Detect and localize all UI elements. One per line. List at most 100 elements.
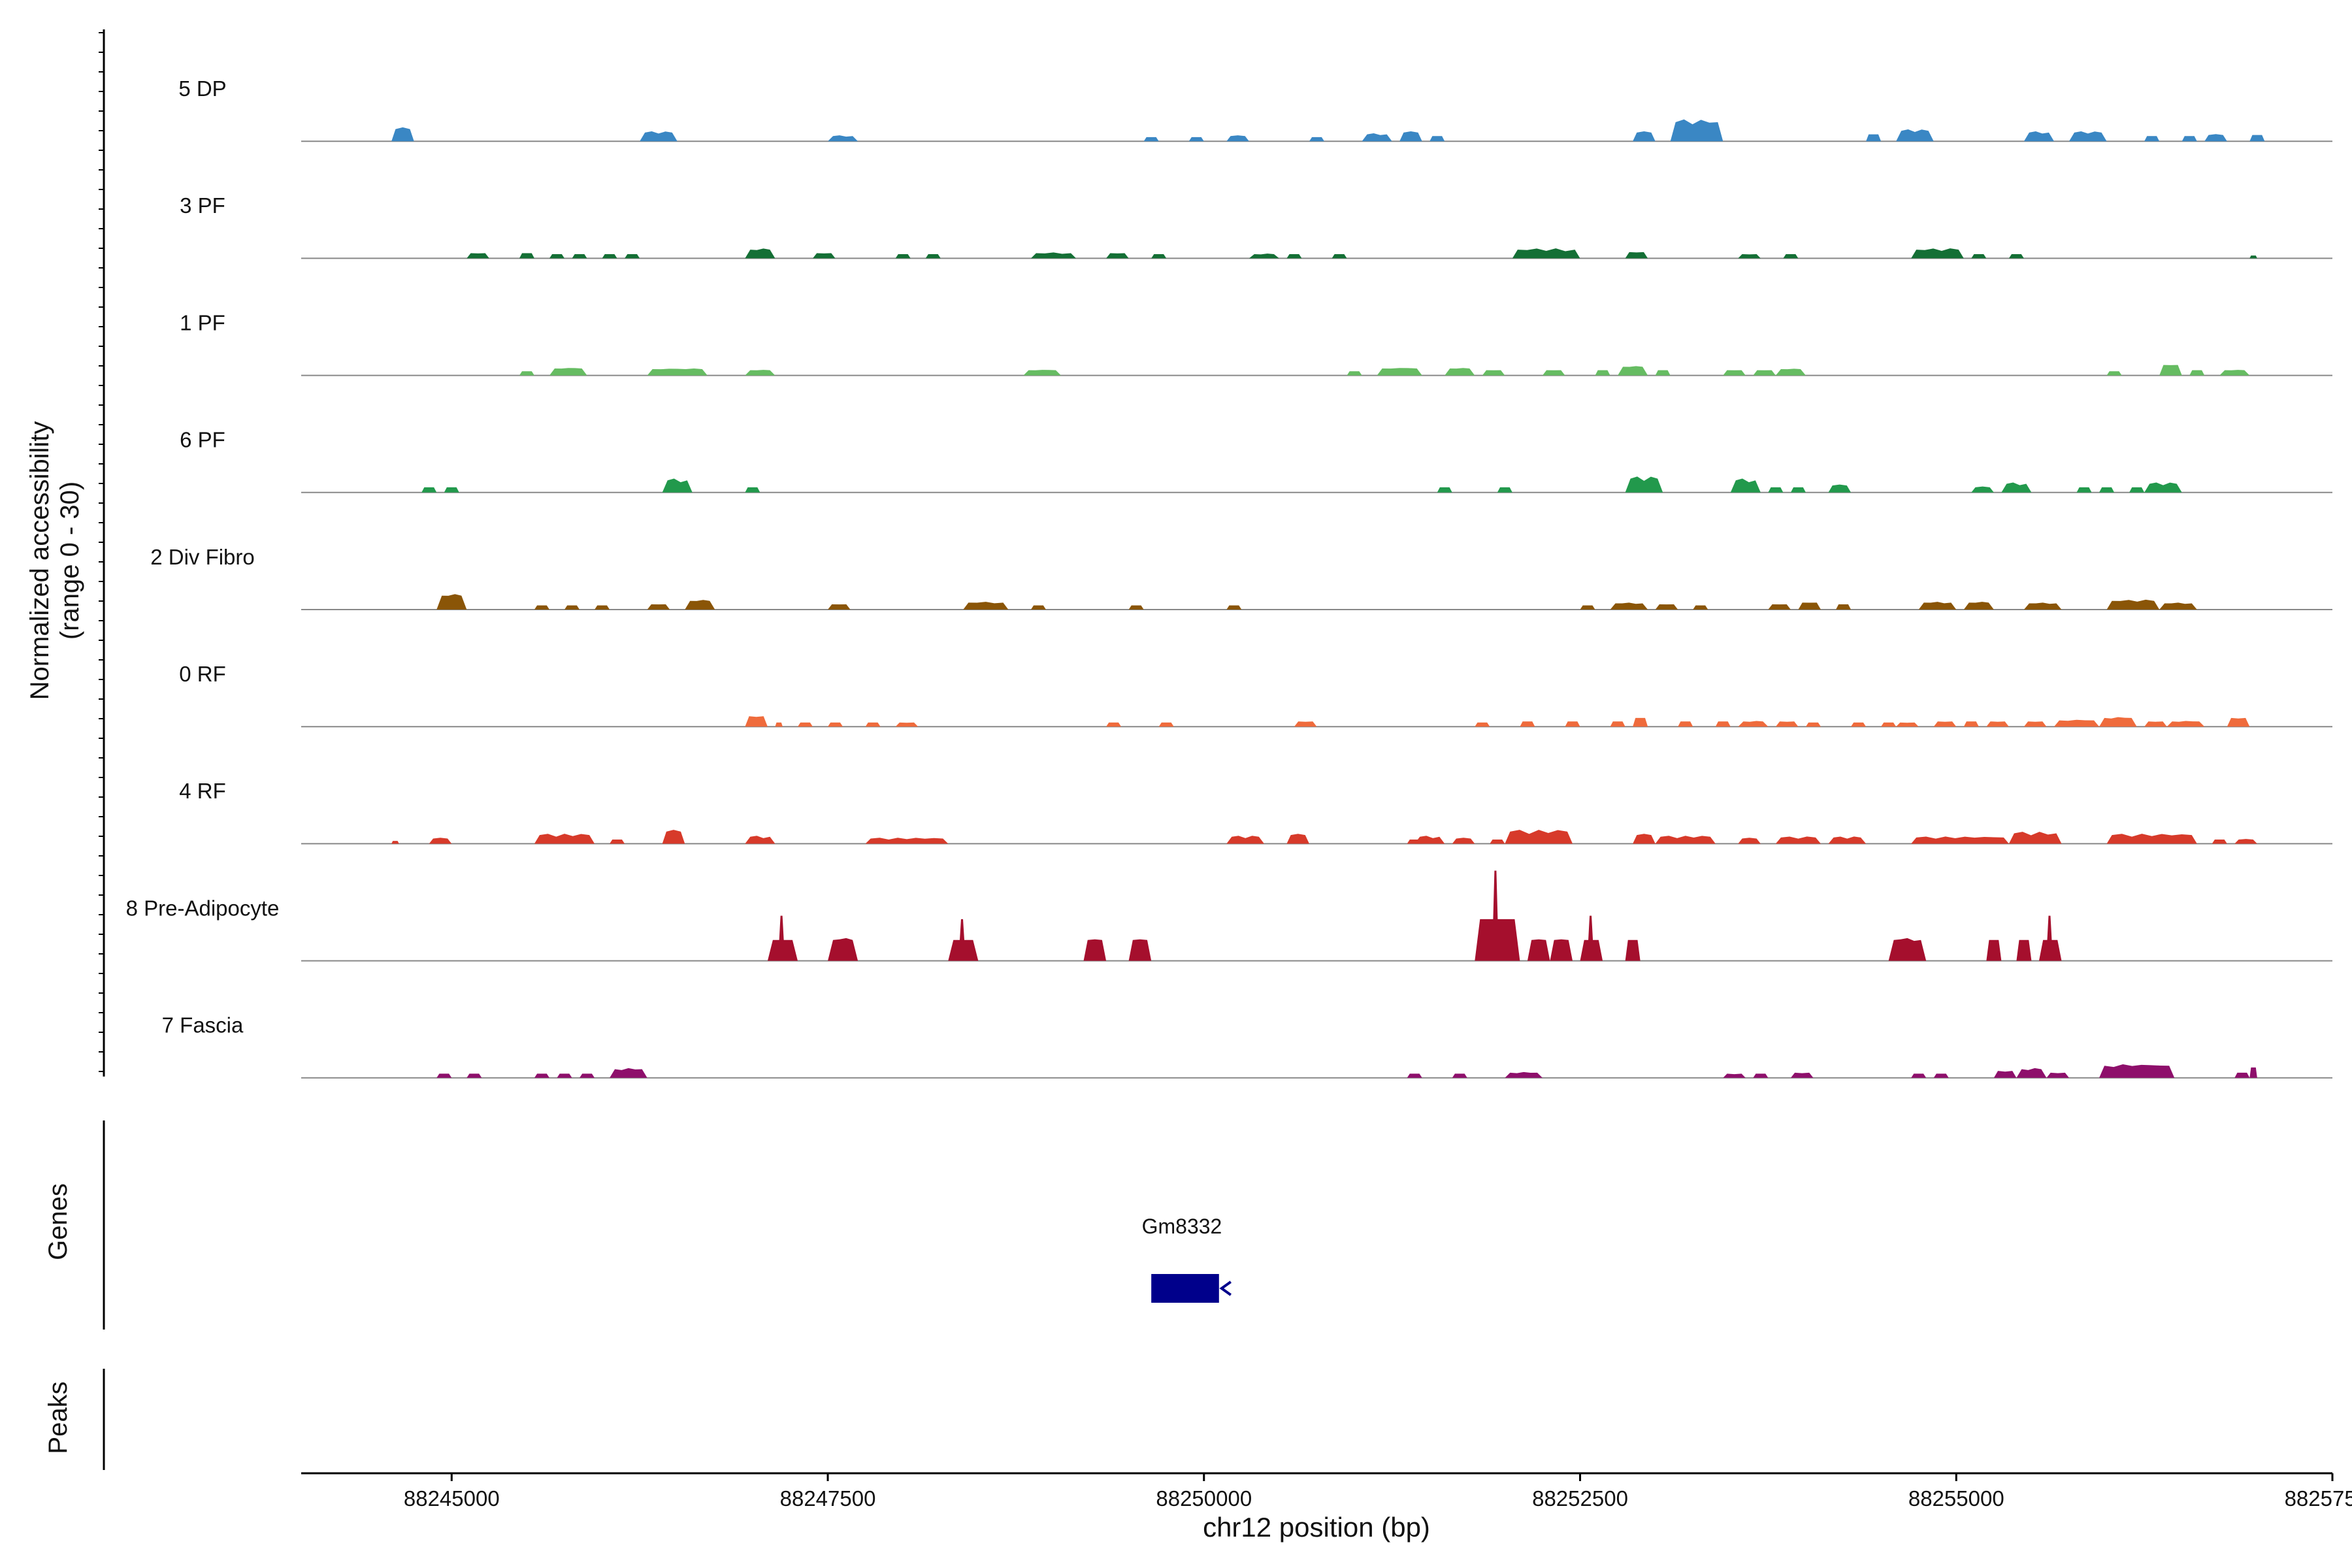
coverage-peak: [2068, 131, 2107, 142]
coverage-peak: [1512, 248, 1580, 259]
track-label: 6 PF: [180, 428, 225, 452]
coverage-peak: [2249, 1067, 2257, 1078]
coverage-peak: [828, 604, 851, 610]
coverage-peak: [1399, 131, 1422, 142]
coverage-peak: [1226, 836, 1264, 844]
coverage-peak: [2234, 1072, 2250, 1078]
coverage-peak: [1497, 487, 1512, 493]
coverage-peak: [1452, 838, 1475, 844]
coverage-peak: [797, 722, 813, 727]
coverage-peak: [1106, 253, 1129, 259]
coverage-peak: [1505, 1071, 1543, 1078]
coverage-peak: [1143, 137, 1159, 142]
coverage-peak: [2204, 134, 2227, 142]
coverage-peak: [1678, 721, 1693, 727]
coverage-peak: [2106, 599, 2160, 610]
y-axis-title-line2: (range 0 - 30): [56, 482, 84, 640]
coverage-peak: [685, 600, 715, 610]
coverage-peak: [2234, 839, 2257, 844]
coverage-peak: [640, 131, 678, 142]
x-axis-tick-label: 88252500: [1532, 1486, 1628, 1511]
coverage-peak: [745, 836, 776, 844]
coverage-peak: [1030, 252, 1077, 259]
x-axis-tick-label: 88257500: [2285, 1486, 2352, 1511]
coverage-peak: [1655, 836, 1716, 844]
coverage-peak: [466, 1073, 482, 1078]
coverage-peak: [534, 834, 595, 844]
coverage-peak: [1490, 840, 1505, 844]
coverage-peak: [1580, 605, 1595, 610]
coverage-peak: [1542, 370, 1565, 376]
coverage-peak: [2008, 254, 2024, 259]
coverage-peak: [2249, 255, 2257, 259]
coverage-peak: [1775, 721, 1799, 727]
coverage-peak: [1414, 836, 1445, 844]
coverage-peak: [429, 838, 452, 844]
coverage-peak: [2189, 370, 2205, 376]
track-label: 2 Div Fibro: [150, 545, 255, 569]
coverage-peak: [925, 254, 941, 259]
coverage-peak: [436, 1073, 452, 1078]
coverage-peak: [1670, 119, 1723, 142]
coverage-peak: [1452, 1073, 1467, 1078]
coverage-peak: [1911, 1073, 1927, 1078]
coverage-peak: [519, 253, 534, 259]
coverage-peak: [1580, 915, 1603, 961]
coverage-peak: [2219, 370, 2250, 376]
coverage-peak: [1896, 129, 1934, 142]
coverage-peak: [1106, 722, 1122, 727]
coverage-peak: [1775, 836, 1821, 844]
coverage-peak: [610, 1068, 647, 1078]
x-axis-tick-label: 88247500: [780, 1486, 876, 1511]
coverage-peak: [2016, 1068, 2047, 1078]
coverage-peak: [2144, 482, 2182, 493]
track-2-div-fibro: 2 Div Fibro: [150, 545, 2332, 610]
coverage-peak: [1790, 1072, 1814, 1078]
track-4-rf: 4 RF: [179, 779, 2332, 845]
coverage-peak: [1768, 487, 1784, 493]
tracks-layer: 5 DP 3 PF 1 PF 6 PF 2 Div Fibro 0 RF 4 RF 8 Pre…: [126, 76, 2332, 1303]
coverage-peak: [647, 368, 708, 376]
coverage-peak: [1625, 252, 1648, 259]
coverage-peak: [1918, 602, 1957, 610]
coverage-peak: [2144, 721, 2167, 727]
coverage-peak: [1730, 478, 1761, 493]
coverage-peak: [1836, 604, 1852, 610]
coverage-peak: [2106, 371, 2122, 376]
coverage-peak: [1911, 248, 1964, 259]
coverage-peak: [391, 127, 414, 142]
coverage-peak: [2023, 131, 2054, 142]
coverage-peak: [1881, 722, 1897, 727]
coverage-peak: [466, 253, 489, 259]
coverage-peak: [828, 135, 858, 142]
coverage-peak: [1851, 722, 1867, 727]
coverage-peak: [1445, 368, 1475, 376]
coverage-peak: [1618, 366, 1648, 376]
coverage-peak: [2046, 1072, 2069, 1078]
coverage-peak: [2144, 136, 2160, 142]
coverage-peak: [1798, 602, 1821, 610]
coverage-peak: [1625, 476, 1663, 493]
coverage-peak: [2099, 487, 2115, 493]
coverage-peak: [1933, 721, 1957, 727]
coverage-peak: [1226, 605, 1242, 610]
coverage-peak: [2076, 487, 2092, 493]
coverage-peak: [1128, 605, 1144, 610]
coverage-peak: [865, 722, 881, 727]
coverage-peak: [557, 1073, 572, 1078]
coverage-peak: [2053, 719, 2100, 727]
coverage-peak: [1550, 939, 1573, 961]
coverage-peak: [1963, 602, 1994, 610]
track-label: 4 RF: [179, 779, 226, 803]
coverage-peak: [2001, 482, 2032, 493]
coverage-peak: [1377, 368, 1422, 376]
coverage-peak: [1331, 254, 1347, 259]
coverage-peak: [745, 716, 768, 727]
coverage-peak: [549, 254, 565, 259]
coverage-peak: [580, 1073, 595, 1078]
coverage-peak: [1083, 939, 1107, 961]
coverage-peak: [421, 487, 437, 493]
coverage-peak: [625, 254, 640, 259]
track-label: 5 DP: [178, 76, 226, 101]
